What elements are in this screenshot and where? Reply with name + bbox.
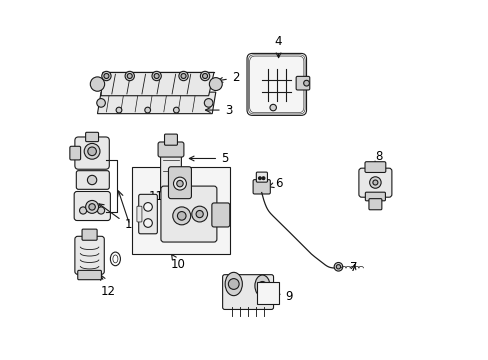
FancyBboxPatch shape xyxy=(158,142,183,157)
Circle shape xyxy=(333,262,342,271)
Circle shape xyxy=(173,177,186,190)
Circle shape xyxy=(97,99,105,107)
Circle shape xyxy=(336,265,340,269)
Circle shape xyxy=(88,147,96,156)
Circle shape xyxy=(173,107,179,113)
FancyBboxPatch shape xyxy=(161,186,217,242)
Circle shape xyxy=(90,77,104,91)
Circle shape xyxy=(209,78,222,90)
Circle shape xyxy=(84,143,100,159)
Text: 8: 8 xyxy=(374,150,382,166)
Circle shape xyxy=(144,107,150,113)
Circle shape xyxy=(89,204,95,210)
Circle shape xyxy=(191,206,207,222)
Circle shape xyxy=(85,201,99,213)
FancyBboxPatch shape xyxy=(246,53,306,115)
Polygon shape xyxy=(165,191,176,200)
FancyBboxPatch shape xyxy=(70,146,81,160)
Circle shape xyxy=(202,73,207,78)
FancyBboxPatch shape xyxy=(164,134,177,145)
FancyBboxPatch shape xyxy=(222,275,273,310)
Bar xyxy=(131,167,230,253)
Text: 5: 5 xyxy=(189,152,228,165)
Text: 11: 11 xyxy=(149,190,164,206)
Circle shape xyxy=(262,177,264,180)
FancyBboxPatch shape xyxy=(160,150,181,193)
Circle shape xyxy=(97,207,104,214)
Text: 12: 12 xyxy=(101,275,116,298)
FancyBboxPatch shape xyxy=(139,194,157,234)
Circle shape xyxy=(125,71,134,81)
Circle shape xyxy=(127,73,132,78)
FancyBboxPatch shape xyxy=(368,199,381,210)
Circle shape xyxy=(200,71,209,81)
Circle shape xyxy=(181,73,185,78)
Polygon shape xyxy=(101,72,214,96)
Circle shape xyxy=(372,180,377,185)
Circle shape xyxy=(143,219,152,227)
Circle shape xyxy=(152,71,161,81)
FancyBboxPatch shape xyxy=(82,229,97,240)
FancyBboxPatch shape xyxy=(358,168,391,197)
FancyBboxPatch shape xyxy=(365,192,385,201)
FancyBboxPatch shape xyxy=(75,236,104,274)
Circle shape xyxy=(102,71,111,81)
FancyBboxPatch shape xyxy=(364,162,385,172)
Circle shape xyxy=(143,203,152,211)
Text: 7: 7 xyxy=(349,261,357,274)
Text: 9: 9 xyxy=(271,290,292,303)
FancyBboxPatch shape xyxy=(74,192,110,221)
Circle shape xyxy=(196,211,203,218)
Circle shape xyxy=(258,282,266,290)
FancyBboxPatch shape xyxy=(75,137,109,169)
Circle shape xyxy=(172,207,190,225)
Circle shape xyxy=(179,71,188,81)
FancyBboxPatch shape xyxy=(256,172,267,182)
Circle shape xyxy=(116,107,122,113)
Circle shape xyxy=(154,73,159,78)
Text: 10: 10 xyxy=(170,255,185,271)
Circle shape xyxy=(177,212,185,220)
Text: 6: 6 xyxy=(268,177,282,190)
FancyBboxPatch shape xyxy=(137,206,142,222)
Text: 4: 4 xyxy=(274,35,282,58)
Ellipse shape xyxy=(254,275,269,297)
Text: 2: 2 xyxy=(218,71,239,84)
Circle shape xyxy=(204,99,212,107)
Circle shape xyxy=(104,73,109,78)
Text: 3: 3 xyxy=(205,104,232,117)
Circle shape xyxy=(87,175,97,185)
Circle shape xyxy=(176,180,183,187)
Circle shape xyxy=(80,207,86,214)
Circle shape xyxy=(258,177,261,180)
Circle shape xyxy=(228,279,239,289)
FancyBboxPatch shape xyxy=(253,180,270,194)
FancyBboxPatch shape xyxy=(78,270,101,280)
FancyBboxPatch shape xyxy=(168,167,191,199)
Circle shape xyxy=(269,104,276,111)
Circle shape xyxy=(303,80,309,86)
Bar xyxy=(257,282,278,304)
Ellipse shape xyxy=(224,273,242,296)
Text: 1: 1 xyxy=(99,204,131,231)
FancyBboxPatch shape xyxy=(296,76,309,90)
Circle shape xyxy=(369,177,380,188)
FancyBboxPatch shape xyxy=(211,203,229,227)
FancyBboxPatch shape xyxy=(76,171,109,189)
FancyBboxPatch shape xyxy=(85,132,99,141)
Polygon shape xyxy=(97,92,215,114)
